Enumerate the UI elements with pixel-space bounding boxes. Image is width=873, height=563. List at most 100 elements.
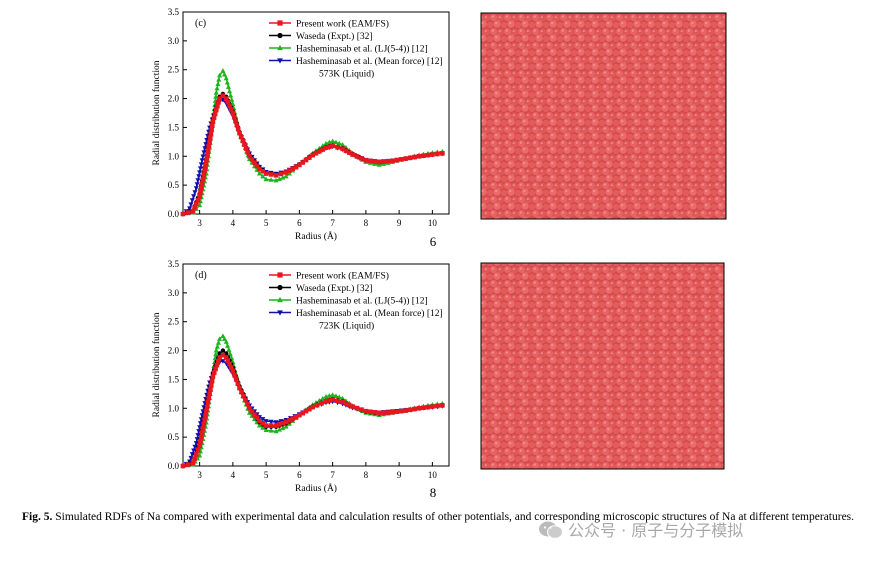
data-point <box>368 409 373 415</box>
data-point <box>223 96 229 101</box>
x-tick-label: 8 <box>364 218 369 228</box>
data-point <box>205 147 211 153</box>
data-point <box>273 423 279 428</box>
series-line <box>182 360 443 467</box>
data-point <box>363 158 369 163</box>
data-point <box>222 336 228 341</box>
data-point <box>190 208 196 214</box>
data-point <box>310 404 315 410</box>
data-point <box>198 434 204 440</box>
data-point <box>198 162 204 167</box>
x-tick-label: 4 <box>231 470 236 480</box>
data-point <box>381 410 386 416</box>
data-point <box>211 115 217 121</box>
data-point <box>207 139 212 145</box>
y-tick-label: 3.0 <box>168 36 180 46</box>
data-point <box>205 151 210 157</box>
caption-label: Fig. 5. <box>22 511 53 523</box>
rdf-chart-c: 3 4 5 6 7 8 9 10 0.0 0.5 1.0 1.5 2.0 2.5 3.0 3.5 Radius … <box>151 7 450 249</box>
data-point <box>199 181 205 186</box>
data-point <box>240 138 246 144</box>
y-tick-label: 2.5 <box>168 65 180 75</box>
data-point <box>310 152 315 158</box>
x-tick-label: 8 <box>364 470 369 480</box>
data-point <box>228 92 234 98</box>
data-point <box>187 206 193 211</box>
data-point <box>220 359 226 364</box>
data-point <box>194 182 200 187</box>
data-point <box>190 460 196 466</box>
data-point <box>225 358 231 364</box>
data-point <box>394 409 400 415</box>
data-point <box>239 389 244 395</box>
y-tick-label: 3.5 <box>168 259 180 269</box>
data-point <box>203 159 209 165</box>
data-point <box>260 173 266 179</box>
panel-number: 6 <box>430 234 437 249</box>
data-point <box>180 211 186 217</box>
data-point <box>202 168 207 174</box>
data-point <box>237 130 242 136</box>
data-point <box>340 395 346 401</box>
y-tick-label: 0.0 <box>168 209 180 219</box>
data-point <box>230 110 236 116</box>
y-tick-label: 0.0 <box>168 461 180 471</box>
data-point <box>421 153 426 159</box>
data-point <box>227 103 232 109</box>
y-axis-label: Radial distribution function <box>151 60 162 165</box>
data-point <box>201 172 207 178</box>
data-point <box>263 423 269 428</box>
x-tick-label: 3 <box>197 470 202 480</box>
data-point <box>283 170 289 175</box>
data-point <box>223 75 229 81</box>
data-point <box>225 99 231 105</box>
wechat-icon <box>539 521 563 539</box>
data-point <box>268 419 274 425</box>
data-point <box>247 153 252 159</box>
y-tick-label: 2.5 <box>168 317 180 327</box>
data-point <box>297 412 302 418</box>
data-point <box>336 394 342 400</box>
data-point <box>263 176 269 182</box>
data-point <box>200 426 206 431</box>
data-point <box>185 462 191 467</box>
data-point <box>216 100 221 105</box>
data-point <box>188 202 194 207</box>
data-point <box>435 403 440 409</box>
data-point <box>412 154 417 160</box>
data-point <box>192 205 197 210</box>
data-point <box>197 443 202 449</box>
data-point <box>407 155 413 161</box>
data-point <box>192 456 197 462</box>
data-point <box>314 402 320 408</box>
data-point <box>273 428 279 434</box>
data-point <box>276 176 282 182</box>
data-point <box>249 157 255 162</box>
data-point <box>214 362 220 368</box>
data-point <box>201 150 207 155</box>
x-axis-label: Radius (Å) <box>295 230 337 242</box>
data-point <box>203 413 208 418</box>
data-point <box>247 405 252 411</box>
data-point <box>213 94 219 99</box>
data-point <box>359 156 364 161</box>
x-tick-label: 5 <box>264 218 269 228</box>
data-point <box>280 425 286 431</box>
data-point <box>237 385 242 391</box>
data-point <box>220 93 226 98</box>
data-point <box>209 123 215 128</box>
data-point <box>215 359 221 364</box>
data-point <box>340 141 346 147</box>
rdf-chart-d: 3 4 5 6 7 8 9 10 0.0 0.5 1.0 1.5 2.0 2.5 3.0 3.5 Radius … <box>151 259 450 500</box>
data-point <box>228 365 234 370</box>
data-point <box>252 160 257 165</box>
data-point <box>320 147 325 152</box>
data-point <box>198 439 203 444</box>
data-point <box>317 149 322 154</box>
data-point <box>213 107 219 113</box>
data-point <box>394 157 400 163</box>
legend-entry: Waseda (Expt.) [32] <box>296 283 373 294</box>
panel-tag: (d) <box>195 270 207 281</box>
y-tick-label: 1.5 <box>168 122 180 132</box>
data-point <box>257 166 262 172</box>
